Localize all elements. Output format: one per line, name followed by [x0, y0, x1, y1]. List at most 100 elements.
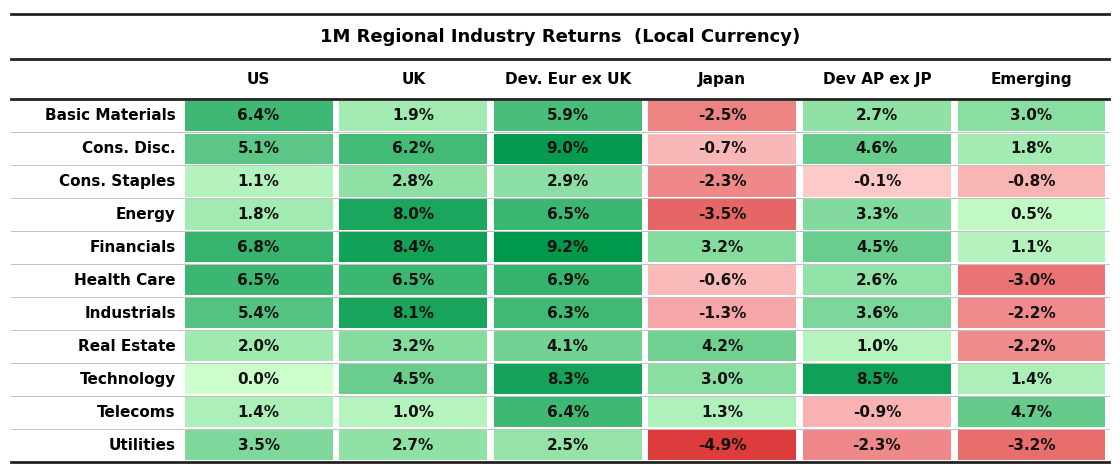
Bar — [339, 298, 487, 328]
Bar — [339, 397, 487, 427]
Text: 2.7%: 2.7% — [392, 438, 435, 453]
Text: -2.3%: -2.3% — [698, 174, 747, 189]
Bar — [648, 166, 796, 196]
Text: 8.1%: 8.1% — [392, 306, 435, 321]
Text: 3.0%: 3.0% — [701, 372, 744, 387]
Bar — [648, 265, 796, 295]
Text: -0.8%: -0.8% — [1007, 174, 1056, 189]
Bar — [648, 232, 796, 262]
Bar — [494, 265, 642, 295]
Bar — [803, 199, 951, 229]
Text: 1.1%: 1.1% — [237, 174, 280, 189]
Bar — [339, 232, 487, 262]
Text: 6.5%: 6.5% — [547, 207, 589, 222]
Bar — [185, 331, 333, 361]
Bar — [494, 397, 642, 427]
Text: Technology: Technology — [80, 372, 176, 387]
Text: 5.9%: 5.9% — [547, 108, 589, 123]
Bar — [648, 298, 796, 328]
Bar — [648, 364, 796, 394]
Text: -0.6%: -0.6% — [698, 273, 747, 288]
Text: Utilities: Utilities — [109, 438, 176, 453]
Text: 6.8%: 6.8% — [237, 240, 280, 255]
Bar — [803, 232, 951, 262]
Text: 6.5%: 6.5% — [392, 273, 435, 288]
Text: 2.5%: 2.5% — [547, 438, 589, 453]
Bar — [185, 133, 333, 163]
Bar — [494, 331, 642, 361]
Bar — [339, 101, 487, 130]
Text: 1.1%: 1.1% — [1010, 240, 1053, 255]
Bar — [803, 265, 951, 295]
Bar — [494, 101, 642, 130]
Bar — [339, 199, 487, 229]
Text: 9.0%: 9.0% — [547, 141, 589, 156]
Text: 1M Regional Industry Returns  (Local Currency): 1M Regional Industry Returns (Local Curr… — [320, 27, 800, 46]
Text: 1.4%: 1.4% — [237, 405, 280, 420]
Bar — [494, 133, 642, 163]
Bar — [958, 298, 1105, 328]
Text: 4.6%: 4.6% — [856, 141, 898, 156]
Text: 0.0%: 0.0% — [237, 372, 280, 387]
Bar — [494, 166, 642, 196]
Bar — [339, 331, 487, 361]
Text: -0.1%: -0.1% — [852, 174, 902, 189]
Bar — [494, 430, 642, 460]
Text: 3.5%: 3.5% — [237, 438, 280, 453]
Text: Dev AP ex JP: Dev AP ex JP — [822, 72, 931, 87]
Text: Energy: Energy — [116, 207, 176, 222]
Text: 4.5%: 4.5% — [856, 240, 898, 255]
Bar — [185, 298, 333, 328]
Bar — [339, 133, 487, 163]
Bar — [958, 364, 1105, 394]
Text: 2.7%: 2.7% — [856, 108, 898, 123]
Bar — [648, 331, 796, 361]
Bar — [185, 364, 333, 394]
Text: 8.3%: 8.3% — [547, 372, 589, 387]
Bar — [339, 265, 487, 295]
Text: 6.4%: 6.4% — [547, 405, 589, 420]
Text: 9.2%: 9.2% — [547, 240, 589, 255]
Text: Emerging: Emerging — [991, 72, 1072, 87]
Text: 5.4%: 5.4% — [237, 306, 280, 321]
Bar — [185, 101, 333, 130]
Bar — [958, 199, 1105, 229]
Bar — [803, 364, 951, 394]
Text: -3.2%: -3.2% — [1007, 438, 1056, 453]
Bar — [958, 430, 1105, 460]
Text: Industrials: Industrials — [84, 306, 176, 321]
Bar — [803, 430, 951, 460]
Text: -0.7%: -0.7% — [698, 141, 747, 156]
Text: Financials: Financials — [90, 240, 176, 255]
Bar — [648, 397, 796, 427]
Text: -2.3%: -2.3% — [852, 438, 902, 453]
Text: 0.5%: 0.5% — [1010, 207, 1053, 222]
Text: 3.2%: 3.2% — [701, 240, 744, 255]
Text: 1.0%: 1.0% — [856, 339, 898, 354]
Text: 2.8%: 2.8% — [392, 174, 435, 189]
Text: Basic Materials: Basic Materials — [45, 108, 176, 123]
Text: -3.0%: -3.0% — [1007, 273, 1056, 288]
Text: Japan: Japan — [698, 72, 746, 87]
Bar — [803, 331, 951, 361]
Bar — [185, 199, 333, 229]
Bar — [185, 265, 333, 295]
Text: 1.8%: 1.8% — [1010, 141, 1053, 156]
Bar — [648, 133, 796, 163]
Text: 6.2%: 6.2% — [392, 141, 435, 156]
Text: 8.5%: 8.5% — [856, 372, 898, 387]
Text: 2.9%: 2.9% — [547, 174, 589, 189]
Text: 1.3%: 1.3% — [701, 405, 744, 420]
Text: 6.9%: 6.9% — [547, 273, 589, 288]
Text: 2.0%: 2.0% — [237, 339, 280, 354]
Text: 2.6%: 2.6% — [856, 273, 898, 288]
Bar — [803, 101, 951, 130]
Bar — [494, 199, 642, 229]
Text: 1.9%: 1.9% — [392, 108, 435, 123]
Text: -3.5%: -3.5% — [698, 207, 747, 222]
Text: 3.3%: 3.3% — [856, 207, 898, 222]
Text: 4.5%: 4.5% — [392, 372, 435, 387]
Text: Real Estate: Real Estate — [78, 339, 176, 354]
Bar — [648, 101, 796, 130]
Bar — [185, 397, 333, 427]
